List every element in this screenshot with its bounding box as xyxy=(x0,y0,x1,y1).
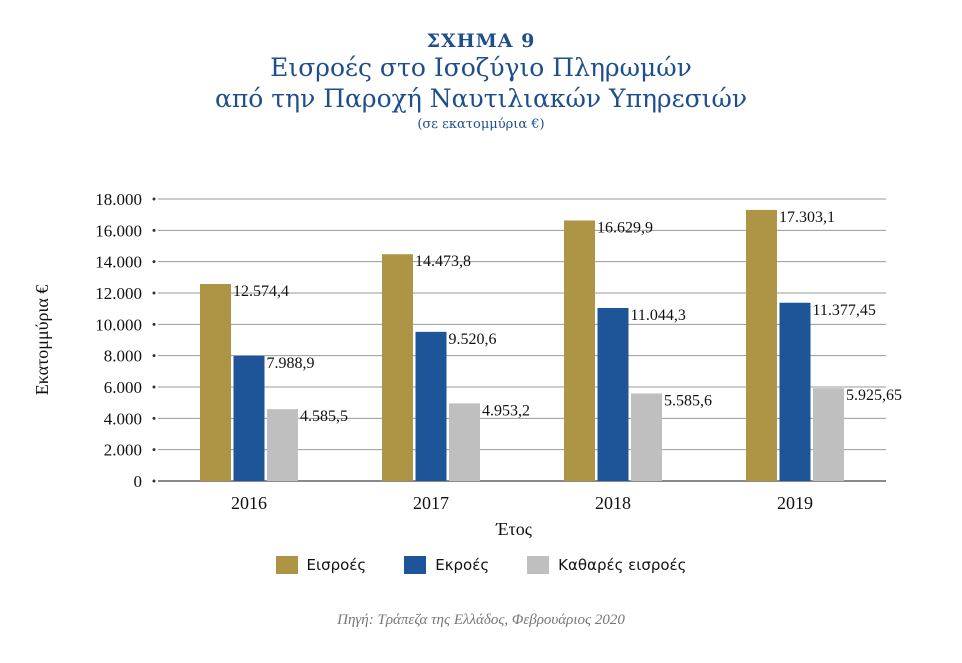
bar-1-2016 xyxy=(233,355,265,481)
legend: Εισροές Εκροές Καθαρές εισροές xyxy=(0,556,962,574)
y-tick-label-2: 4.000 xyxy=(104,409,142,428)
legend-label-inflows: Εισροές xyxy=(306,556,367,574)
data-label-0-2018: 16.629,9 xyxy=(597,219,653,236)
x-tick-label-2017: 2017 xyxy=(413,493,449,513)
data-label-2-2018: 5.585,6 xyxy=(664,392,712,409)
bar-1-2018 xyxy=(597,307,629,481)
bar-2-2019 xyxy=(813,388,844,481)
y-tick-mark-2 xyxy=(152,416,156,420)
legend-swatch-net-inflows xyxy=(527,556,550,574)
y-tick-label-6: 12.000 xyxy=(95,284,142,303)
y-tick-mark-0 xyxy=(152,479,156,483)
bar-0-2016 xyxy=(200,284,231,481)
y-tick-label-3: 6.000 xyxy=(104,378,142,397)
bar-1-2019 xyxy=(779,302,811,481)
x-tick-label-2019: 2019 xyxy=(777,493,813,513)
source-note: Πηγή: Τράπεζα της Ελλάδος, Φεβρουάριος 2… xyxy=(337,612,625,628)
legend-item-net-inflows: Καθαρές εισροές xyxy=(527,556,686,574)
bar-2-2016 xyxy=(267,409,298,481)
bar-2-2017 xyxy=(449,403,480,481)
legend-label-outflows: Εκροές xyxy=(435,556,490,574)
y-tick-mark-9 xyxy=(152,197,156,201)
x-tick-label-2018: 2018 xyxy=(595,493,631,513)
y-tick-mark-6 xyxy=(152,291,156,295)
legend-item-inflows: Εισροές xyxy=(275,556,367,574)
y-tick-label-0: 0 xyxy=(134,472,143,491)
y-axis-title: Εκατομμύρια € xyxy=(32,285,52,396)
chart-title-line-1: Εισροές στο Ισοζύγιο Πληρωμών xyxy=(270,53,692,82)
y-tick-label-8: 16.000 xyxy=(95,221,142,240)
y-tick-label-7: 14.000 xyxy=(95,253,142,272)
data-label-2-2017: 4.953,2 xyxy=(482,402,530,419)
chart-header: ΣΧΗΜΑ 9 Εισροές στο Ισοζύγιο Πληρωμών απ… xyxy=(0,30,962,136)
y-tick-label-1: 2.000 xyxy=(104,441,142,460)
y-tick-mark-4 xyxy=(152,354,156,358)
y-tick-mark-3 xyxy=(152,385,156,389)
chart-subtitle: (σε εκατομμύρια €) xyxy=(417,117,545,132)
y-tick-mark-1 xyxy=(152,448,156,452)
x-tick-label-2016: 2016 xyxy=(231,493,267,513)
data-label-1-2019: 11.377,45 xyxy=(813,302,876,319)
data-label-1-2017: 9.520,6 xyxy=(449,331,497,348)
y-tick-mark-8 xyxy=(152,228,156,232)
data-label-0-2016: 12.574,4 xyxy=(233,283,289,300)
bar-2-2018 xyxy=(631,393,662,481)
legend-swatch-inflows xyxy=(275,556,298,574)
bar-0-2018 xyxy=(564,220,595,481)
legend-label-net-inflows: Καθαρές εισροές xyxy=(558,556,687,574)
x-axis-title: Έτος xyxy=(495,519,532,539)
data-label-1-2018: 11.044,3 xyxy=(631,307,686,324)
data-label-2-2016: 4.585,5 xyxy=(300,408,348,425)
y-tick-label-9: 18.000 xyxy=(95,190,142,209)
bar-0-2017 xyxy=(382,254,413,481)
y-tick-mark-7 xyxy=(152,260,156,264)
bar-0-2019 xyxy=(746,209,777,482)
data-label-0-2017: 14.473,8 xyxy=(415,253,471,270)
legend-item-outflows: Εκροές xyxy=(404,556,489,574)
data-label-2-2019: 5.925,65 xyxy=(846,387,902,404)
y-tick-label-4: 8.000 xyxy=(104,347,142,366)
legend-swatch-outflows xyxy=(404,556,427,574)
figure-label: ΣΧΗΜΑ 9 xyxy=(426,30,536,52)
bar-1-2017 xyxy=(415,331,447,481)
data-label-0-2019: 17.303,1 xyxy=(779,209,835,226)
y-tick-mark-5 xyxy=(152,322,156,326)
chart-title-line-2: από την Παροχή Ναυτιλιακών Υπηρεσιών xyxy=(214,84,748,113)
data-label-1-2016: 7.988,9 xyxy=(267,355,315,372)
y-tick-label-5: 10.000 xyxy=(95,315,142,334)
